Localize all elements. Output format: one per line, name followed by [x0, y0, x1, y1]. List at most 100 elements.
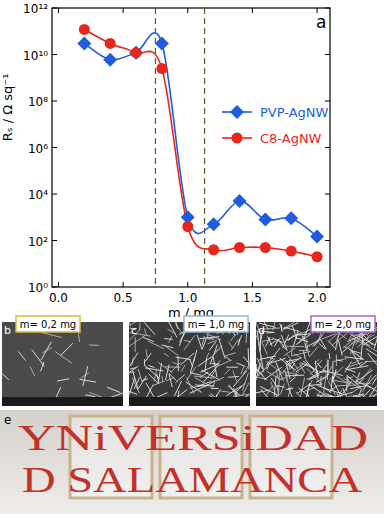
x-tick — [187, 8, 188, 13]
nanowire — [174, 381, 181, 396]
nanowire — [299, 350, 308, 351]
photo — [0, 410, 384, 514]
nanowire — [205, 358, 207, 371]
nanowire — [169, 336, 172, 343]
nanowire — [211, 361, 220, 379]
nanowire — [374, 333, 377, 349]
nanowire — [266, 332, 273, 334]
nanowire — [190, 357, 195, 373]
data-point — [129, 46, 143, 60]
nanowire — [197, 335, 202, 350]
nanowire — [220, 391, 230, 392]
x-tick-label: 0.5 — [114, 291, 133, 305]
nanowire — [194, 376, 215, 378]
nanowire — [79, 379, 96, 382]
nanowire — [368, 353, 377, 368]
sem-image — [2, 322, 123, 406]
nanowire — [281, 325, 282, 332]
nanowire — [299, 334, 311, 335]
nanowire — [359, 370, 372, 380]
nanowire — [278, 340, 286, 350]
nanowire — [309, 346, 318, 357]
nanowire — [305, 342, 307, 350]
nanowire — [190, 386, 205, 393]
nanowire — [233, 371, 237, 382]
x-tick-label: 1.5 — [243, 291, 262, 305]
nanowire — [266, 361, 283, 374]
nanowire — [256, 390, 269, 393]
nanowire — [195, 378, 213, 388]
nanowire — [303, 351, 305, 360]
nanowire — [226, 367, 237, 368]
nanowire — [169, 374, 176, 381]
x-tick — [252, 8, 253, 13]
x-tick — [58, 282, 59, 287]
sem-info-bar — [129, 397, 250, 406]
nanowire — [304, 322, 311, 339]
nanowire — [144, 329, 146, 335]
caption: m= 0,2 mg — [20, 319, 76, 330]
y-tick — [325, 101, 330, 102]
nanowire — [241, 366, 244, 375]
nanowire — [329, 353, 331, 359]
nanowire — [224, 369, 230, 375]
y-tick-label: 10⁶ — [28, 142, 48, 156]
nanowire — [317, 363, 321, 368]
caption-box — [184, 316, 248, 332]
nanowire — [264, 367, 282, 379]
nanowire — [331, 376, 333, 391]
data-point — [260, 242, 271, 253]
nanowire — [283, 335, 289, 349]
nanowire — [340, 381, 352, 398]
nanowire — [130, 368, 136, 369]
x-tick — [252, 282, 253, 287]
nanowire — [164, 338, 172, 340]
y-tick — [52, 194, 57, 195]
threshold-line — [155, 8, 156, 287]
nanowire — [330, 367, 344, 380]
data-point — [232, 194, 246, 208]
sem-image — [129, 322, 250, 406]
nanowire — [200, 364, 219, 373]
nanowire — [291, 346, 293, 357]
y-tick-label: 10⁸ — [28, 95, 48, 109]
nanowire — [324, 374, 327, 393]
x-tick — [317, 282, 318, 287]
sem-info-bar — [2, 397, 123, 406]
data-point — [182, 221, 193, 232]
nanowire — [333, 381, 340, 394]
nanowires — [256, 322, 377, 406]
nanowire — [242, 373, 248, 391]
nanowire — [266, 337, 271, 346]
nanowire — [148, 366, 154, 368]
data-point — [258, 213, 272, 227]
nanowire — [262, 339, 274, 341]
nanowire — [165, 366, 180, 368]
nanowire — [168, 329, 176, 334]
nanowire — [332, 333, 347, 345]
nanowire — [164, 353, 169, 357]
nanowire — [248, 348, 250, 369]
legend-marker — [232, 133, 243, 144]
nanowire — [285, 360, 294, 370]
nanowire — [233, 371, 247, 387]
caption-box — [311, 316, 375, 332]
nanowire — [199, 337, 219, 339]
panel-label: d — [258, 324, 265, 337]
panel-label: a — [316, 12, 326, 32]
nanowire — [174, 322, 178, 329]
nanowire — [224, 353, 235, 356]
y-tick-label: 10¹⁰ — [23, 49, 48, 63]
nanowire — [243, 357, 250, 368]
caption: m= 1,0 mg — [188, 319, 244, 330]
nanowire — [85, 395, 95, 397]
nanowire — [145, 353, 151, 362]
nanowire — [278, 373, 280, 395]
nanowire — [184, 335, 195, 350]
legend-marker — [230, 105, 244, 119]
nanowire — [2, 368, 9, 380]
panel-label: b — [4, 324, 11, 337]
nanowire — [153, 381, 165, 385]
nanowire — [219, 339, 225, 359]
nanowire — [281, 383, 285, 394]
